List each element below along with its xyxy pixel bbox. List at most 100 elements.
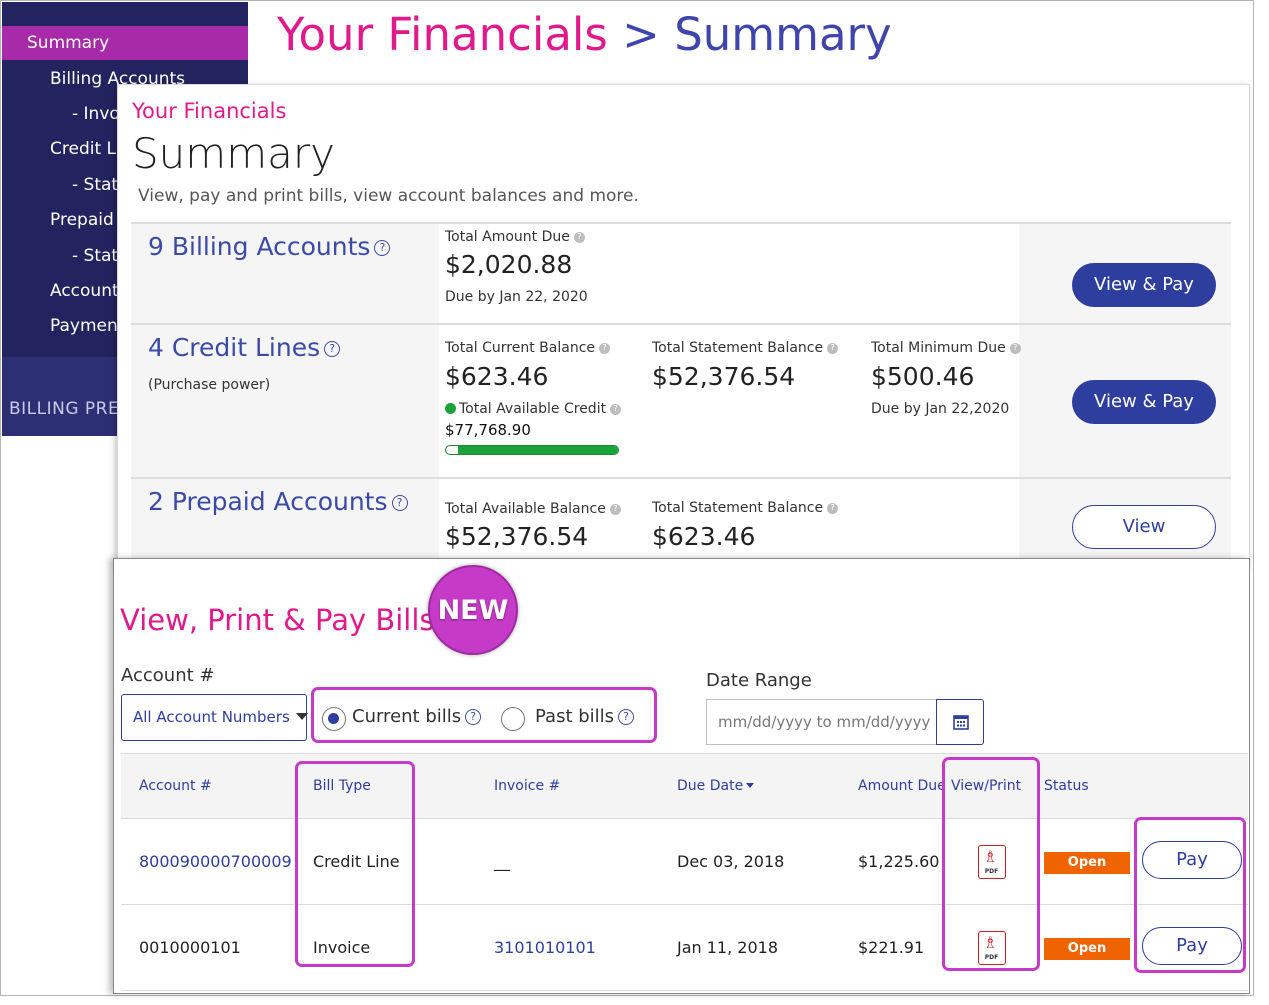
help-icon[interactable]: ?	[324, 341, 341, 357]
available-credit-bar	[445, 445, 619, 455]
account-number-select[interactable]: All Account Numbers	[121, 694, 308, 741]
sort-caret-icon	[746, 783, 755, 788]
sidebar-item-invoices[interactable]: - Invo	[72, 104, 120, 124]
breadcrumb-separator: >	[607, 8, 675, 61]
col-due-date[interactable]: Due Date	[677, 753, 755, 819]
col-view-print: View/Print	[951, 778, 1022, 794]
pdf-icon[interactable]: ♗ PDF	[978, 931, 1006, 965]
available-credit-dot-icon	[445, 403, 456, 414]
billing-accounts-heading[interactable]: 9 Billing Accounts?	[148, 232, 391, 261]
credit-lines-heading[interactable]: 4 Credit Lines?	[148, 333, 341, 362]
help-icon[interactable]: ?	[465, 709, 482, 725]
total-available-balance-label: Total Available Balance?	[445, 501, 621, 517]
chevron-down-icon	[295, 713, 308, 720]
sidebar-item-account[interactable]: Account	[50, 281, 119, 301]
current-bills-radio[interactable]	[322, 707, 346, 731]
pay-button[interactable]: Pay	[1142, 927, 1242, 965]
breadcrumb-parent: Your Financials	[277, 8, 608, 61]
purchase-power-note: (Purchase power)	[148, 377, 271, 393]
row-bill-type: Credit Line	[313, 852, 400, 871]
breadcrumb-current: Summary	[674, 8, 892, 61]
status-badge: Open	[1044, 938, 1130, 960]
credit-lines-row: 4 Credit Lines? (Purchase power) Total C…	[131, 323, 1231, 477]
date-range-label: Date Range	[706, 670, 812, 691]
row-due-date: Jan 11, 2018	[677, 938, 778, 957]
billing-view-pay-button[interactable]: View & Pay	[1072, 263, 1216, 307]
table-header-row	[121, 753, 1248, 819]
account-number-label: Account #	[121, 665, 215, 686]
row-amount-due: $1,225.60	[858, 852, 940, 871]
help-icon[interactable]: ?	[374, 240, 391, 256]
page-title-breadcrumb: Your Financials > Summary	[277, 8, 892, 61]
summary-subtitle: View, pay and print bills, view account …	[138, 186, 639, 206]
total-available-credit-value: $77,768.90	[445, 421, 531, 439]
summary-eyebrow: Your Financials	[132, 99, 287, 123]
row-amount-due: $221.91	[858, 938, 925, 957]
date-range-input[interactable]: mm/dd/yyyy to mm/dd/yyyy	[706, 699, 938, 745]
billing-accounts-row: 9 Billing Accounts? Total Amount Due? $2…	[131, 222, 1231, 323]
help-icon[interactable]: ?	[827, 502, 839, 514]
summary-title: Summary	[132, 129, 335, 178]
view-print-highlight	[942, 757, 1040, 971]
table-row: 0010000101 Invoice 3101010101 Jan 11, 20…	[121, 905, 1248, 991]
prepaid-statement-balance-value: $623.46	[652, 522, 756, 551]
sidebar-item-statements-credit[interactable]: - Stat	[72, 175, 119, 195]
bill-filter-radio-group: Current bills? Past bills?	[311, 687, 657, 743]
row-due-date: Dec 03, 2018	[677, 852, 785, 871]
current-bills-label[interactable]: Current bills?	[352, 706, 482, 727]
col-amount-due: Amount Due	[858, 778, 946, 794]
col-account: Account #	[139, 778, 212, 794]
past-bills-radio[interactable]	[501, 707, 525, 731]
prepaid-statement-balance-label: Total Statement Balance?	[652, 500, 839, 516]
calendar-icon	[953, 715, 969, 730]
new-badge: NEW	[428, 565, 518, 655]
table-row: 800090000700009 Credit Line __ Dec 03, 2…	[121, 819, 1248, 905]
minimum-due-date: Due by Jan 22,2020	[871, 401, 1010, 417]
help-icon[interactable]: ?	[1009, 342, 1021, 354]
sidebar-item-credit-lines[interactable]: Credit Li	[50, 139, 121, 159]
help-icon[interactable]: ?	[827, 342, 839, 354]
screenshot-frame	[0, 0, 1254, 996]
prepaid-accounts-heading[interactable]: 2 Prepaid Accounts?	[148, 487, 408, 516]
help-icon[interactable]: ?	[391, 495, 408, 511]
sidebar-item-summary[interactable]: Summary	[2, 26, 248, 60]
row-account: 0010000101	[139, 938, 241, 957]
prepaid-view-button[interactable]: View	[1072, 505, 1216, 549]
row-invoice: __	[494, 852, 510, 871]
bill-type-highlight	[295, 761, 415, 967]
billing-accounts-heading-text: 9 Billing Accounts	[148, 232, 371, 261]
total-minimum-due-value: $500.46	[871, 362, 975, 391]
total-minimum-due-label: Total Minimum Due?	[871, 340, 1021, 356]
help-icon[interactable]: ?	[599, 342, 611, 354]
row-bill-type: Invoice	[313, 938, 371, 957]
total-current-balance-value: $623.46	[445, 362, 549, 391]
credit-view-pay-button[interactable]: View & Pay	[1072, 380, 1216, 424]
status-badge: Open	[1044, 852, 1130, 874]
account-select-value: All Account Numbers	[133, 708, 290, 726]
total-amount-due-label: Total Amount Due?	[445, 229, 585, 245]
sidebar-item-prepaid[interactable]: Prepaid A	[50, 210, 131, 230]
credit-lines-heading-text: 4 Credit Lines	[148, 333, 321, 362]
row-invoice-link[interactable]: 3101010101	[494, 938, 596, 957]
help-icon[interactable]: ?	[609, 503, 621, 515]
prepaid-accounts-row: 2 Prepaid Accounts? Total Available Bala…	[131, 477, 1231, 565]
sidebar-item-statements-prepaid[interactable]: - Stat	[72, 246, 119, 266]
billing-due-date: Due by Jan 22, 2020	[445, 289, 588, 305]
total-available-balance-value: $52,376.54	[445, 522, 589, 551]
bills-table: Account # Bill Type Invoice # Due Date A…	[121, 753, 1248, 993]
col-invoice: Invoice #	[494, 778, 561, 794]
pdf-icon[interactable]: ♗ PDF	[978, 845, 1006, 879]
total-amount-due-value: $2,020.88	[445, 250, 573, 279]
help-icon[interactable]: ?	[573, 231, 585, 243]
help-icon[interactable]: ?	[618, 709, 635, 725]
pay-highlight	[1134, 817, 1246, 973]
row-account-link[interactable]: 800090000700009	[139, 852, 292, 871]
calendar-button[interactable]	[936, 699, 984, 745]
prepaid-accounts-heading-text: 2 Prepaid Accounts	[148, 487, 388, 516]
help-icon[interactable]: ?	[610, 403, 622, 415]
pay-button[interactable]: Pay	[1142, 841, 1242, 879]
past-bills-label[interactable]: Past bills?	[535, 706, 635, 727]
sidebar-item-payment[interactable]: Payment	[50, 316, 125, 336]
sidebar-footer-label: BILLING PRE	[9, 399, 120, 419]
bills-panel: View, Print & Pay Bills NEW Account # Al…	[113, 558, 1250, 994]
